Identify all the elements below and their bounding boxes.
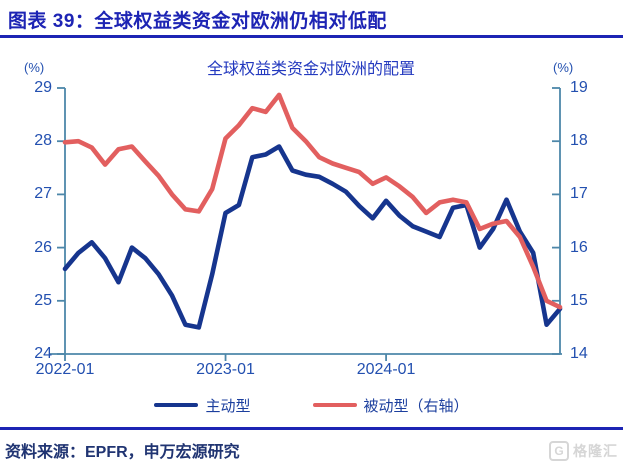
left-axis-tick-label: 26 (34, 238, 52, 256)
legend-item-passive: 被动型（右轴） (312, 395, 469, 416)
right-axis-tick-label: 15 (570, 291, 588, 309)
series-line-passive (62, 92, 563, 310)
left-axis-tick-label: 28 (34, 132, 52, 150)
series-line-active (62, 144, 563, 330)
right-axis-tick-label: 18 (570, 132, 588, 150)
legend-item-active: 主动型 (154, 395, 251, 416)
right-axis-tick-label: 19 (570, 79, 588, 96)
chart-legend: 主动型 被动型（右轴） (0, 394, 623, 416)
x-axis-tick-label: 2022-01 (35, 361, 95, 378)
legend-swatch-active (154, 402, 199, 408)
logo-g-icon: G (549, 441, 569, 461)
x-axis-tick-label: 2023-01 (196, 361, 255, 378)
right-axis-tick-label: 14 (570, 345, 588, 362)
left-axis-tick-label: 29 (34, 79, 52, 96)
gelonghui-logo: G 格隆汇 (549, 441, 618, 461)
left-axis-tick-label: 24 (34, 345, 52, 362)
legend-label-passive: 被动型（右轴） (363, 397, 469, 415)
legend-swatch-passive (312, 402, 357, 408)
left-axis-tick-label: 25 (34, 291, 52, 309)
x-axis-tick-label: 2024-01 (356, 361, 416, 378)
logo-text: 格隆汇 (573, 443, 618, 459)
header-underline (0, 35, 623, 38)
left-axis-unit: (%) (24, 60, 45, 75)
left-axis-tick-label: 27 (34, 185, 52, 203)
chart-title: 全球权益类资金对欧洲的配置 (206, 61, 415, 78)
chart-svg (50, 87, 563, 361)
right-axis-tick-label: 17 (570, 185, 588, 203)
legend-label-active: 主动型 (205, 397, 251, 415)
right-axis-unit: (%) (553, 60, 574, 75)
figure-title: 图表 39：全球权益类资金对欧洲仍相对低配 (8, 11, 387, 32)
source-text: 资料来源：EPFR，申万宏源研究 (5, 444, 240, 461)
footer-divider (0, 427, 623, 430)
right-axis-tick-label: 16 (570, 238, 588, 256)
